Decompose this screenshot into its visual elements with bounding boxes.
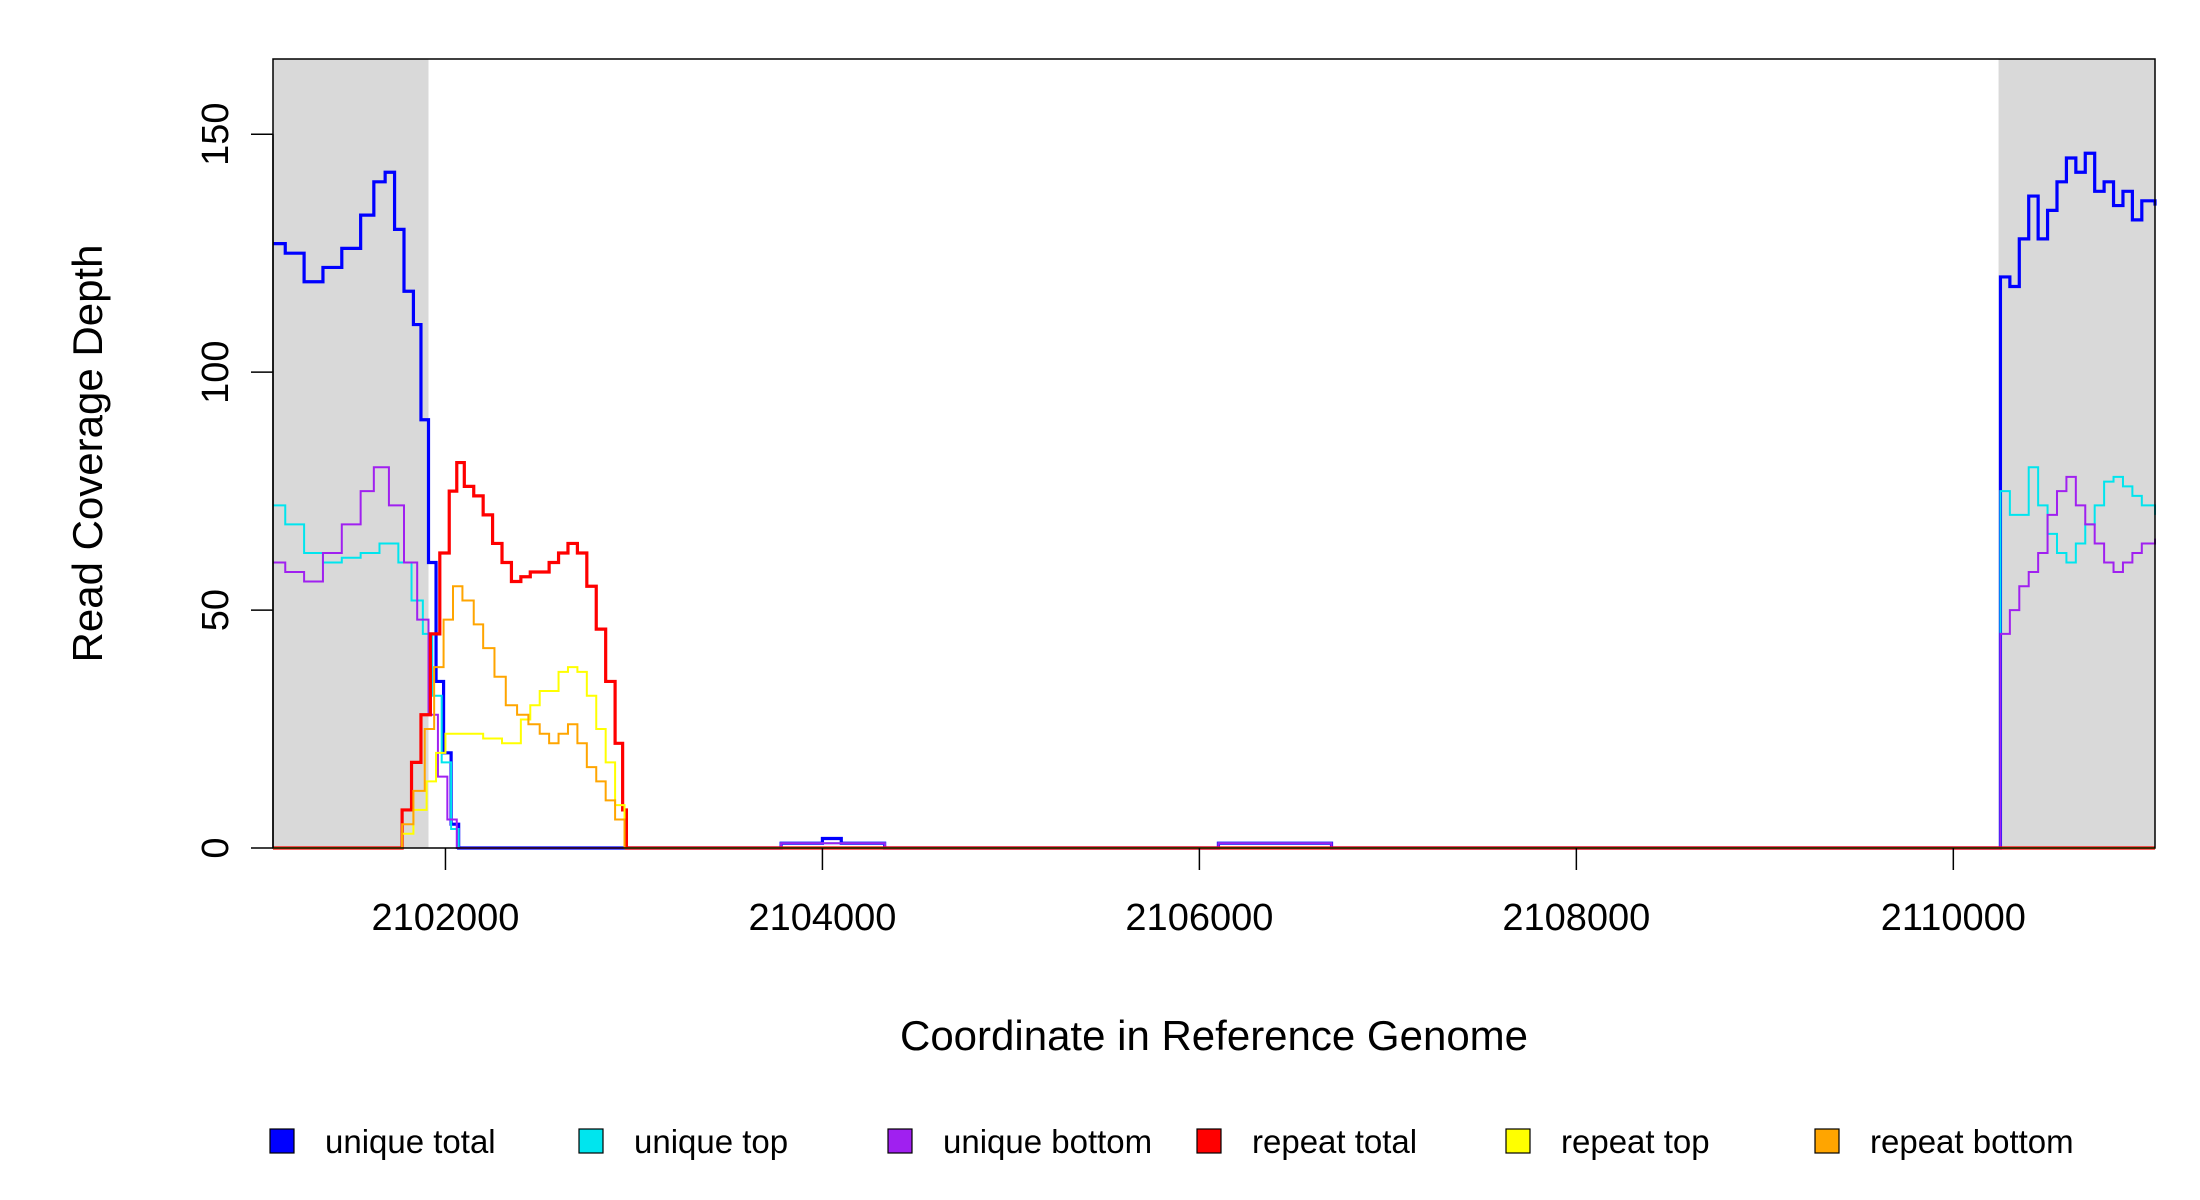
x-tick-label: 2102000 <box>371 897 519 939</box>
legend-swatch <box>578 1128 604 1154</box>
legend-item-unique-total: unique total <box>269 1123 496 1160</box>
y-tick-label: 0 <box>195 837 237 858</box>
y-tick-label: 150 <box>195 102 237 165</box>
legend-label: repeat bottom <box>1870 1123 2074 1160</box>
x-axis: 2102000 2104000 2106000 2108000 2110000 <box>371 848 2026 939</box>
legend-swatch <box>1505 1128 1531 1154</box>
y-axis: 0 50 100 150 <box>195 102 274 859</box>
legend-swatch <box>887 1128 913 1154</box>
legend-label: unique total <box>325 1123 496 1160</box>
legend-item-repeat-top: repeat top <box>1505 1123 1710 1160</box>
series-line-repeat-total <box>273 460 2155 850</box>
x-tick-label: 2104000 <box>748 897 896 939</box>
legend-item-unique-bottom: unique bottom <box>887 1123 1152 1160</box>
shaded-regions <box>273 59 2155 848</box>
y-axis-title: Read Coverage Depth <box>64 245 111 663</box>
series-line-repeat-bottom <box>273 585 2155 849</box>
legend-label: repeat top <box>1561 1123 1710 1160</box>
series-line-unique-bottom <box>273 466 2156 849</box>
legend-item-unique-top: unique top <box>578 1123 788 1160</box>
y-tick-label: 100 <box>195 340 237 403</box>
plot-frame <box>272 58 2156 849</box>
shaded-region-0 <box>273 59 429 848</box>
legend-swatch <box>1814 1128 1840 1154</box>
shaded-region-1 <box>1998 59 2155 848</box>
series-lines <box>273 151 2157 850</box>
legend-swatch <box>1196 1128 1222 1154</box>
legend: unique total unique top unique bottom repea… <box>269 1123 2074 1160</box>
series-line-repeat-top <box>273 666 2155 849</box>
y-tick-label: 50 <box>195 589 237 631</box>
legend-label: unique top <box>634 1123 788 1160</box>
legend-item-repeat-bottom: repeat bottom <box>1814 1123 2074 1160</box>
legend-label: repeat total <box>1252 1123 1417 1160</box>
legend-label: unique bottom <box>943 1123 1152 1160</box>
x-axis-title: Coordinate in Reference Genome <box>900 1012 1528 1059</box>
series-line-unique-top <box>273 466 2156 849</box>
legend-item-repeat-total: repeat total <box>1196 1123 1417 1160</box>
x-tick-label: 2108000 <box>1502 897 1650 939</box>
legend-swatch <box>269 1128 295 1154</box>
x-tick-label: 2106000 <box>1125 897 1273 939</box>
x-tick-label: 2110000 <box>1881 897 2026 939</box>
